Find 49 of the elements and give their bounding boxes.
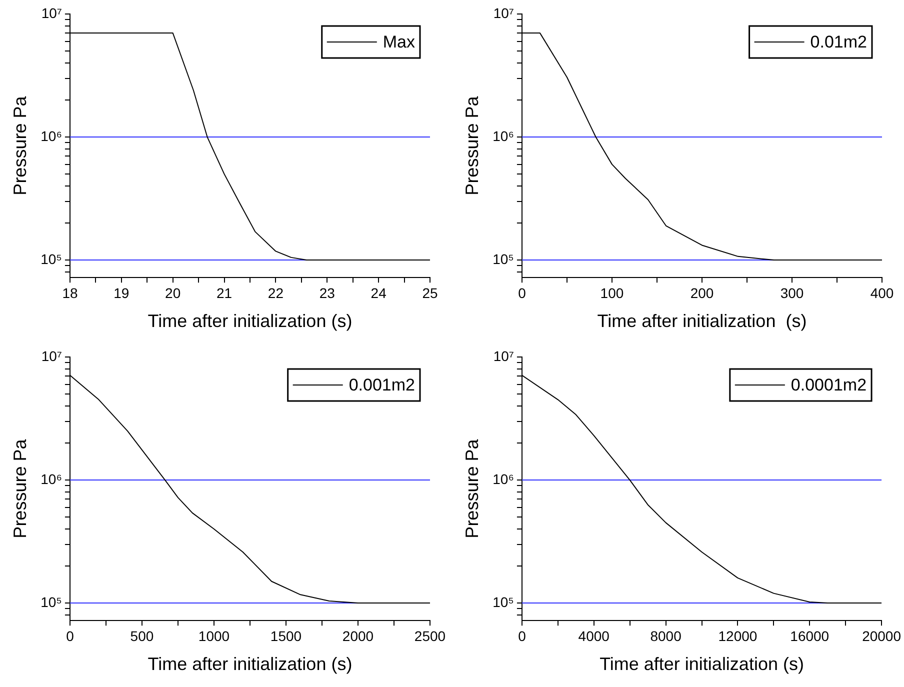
x-tick-label: 20000: [862, 628, 902, 644]
x-tick-label: 1000: [198, 628, 230, 644]
y-tick-label: 10⁶: [492, 128, 514, 144]
y-tick-label: 10⁵: [492, 594, 514, 610]
x-tick-label: 12000: [718, 628, 758, 644]
x-tick-label: 21: [216, 284, 232, 301]
x-tick-label: 2000: [342, 628, 374, 644]
x-tick-label: 300: [780, 284, 804, 301]
x-tick-label: 19: [114, 284, 130, 301]
y-tick-label: 10⁵: [40, 250, 62, 267]
x-tick-label: 100: [600, 284, 624, 301]
legend-label: Max: [382, 32, 416, 52]
x-tick-label: 0: [518, 284, 526, 301]
x-tick-label: 24: [370, 284, 387, 301]
y-tick-label: 10⁶: [40, 128, 62, 144]
x-tick-label: 0: [66, 628, 74, 644]
y-tick-label: 10⁷: [41, 4, 62, 21]
y-tick-label: 10⁷: [493, 4, 514, 21]
y-tick-label: 10⁵: [40, 594, 62, 610]
x-axis-title: Time after initialization (s): [600, 654, 804, 674]
x-tick-label: 22: [268, 284, 284, 301]
y-tick-label: 10⁷: [493, 348, 514, 364]
x-tick-label: 8000: [650, 628, 682, 644]
x-tick-label: 1500: [270, 628, 302, 644]
x-axis-title: Time after initialization (s): [148, 311, 352, 332]
x-tick-label: 18: [62, 284, 78, 301]
x-tick-label: 4000: [578, 628, 610, 644]
x-tick-label: 400: [870, 284, 894, 301]
y-axis-title: Pressure Pa: [10, 438, 30, 538]
y-tick-label: 10⁵: [492, 250, 514, 267]
y-tick-label: 10⁷: [41, 348, 62, 364]
x-tick-label: 200: [690, 284, 714, 301]
legend-label: 0.01m2: [810, 32, 867, 52]
y-axis-title: Pressure Pa: [10, 95, 30, 196]
x-axis-title: Time after initialization (s): [148, 654, 352, 674]
y-axis-title: Pressure Pa: [462, 95, 482, 196]
x-tick-label: 20: [165, 284, 181, 301]
x-tick-label: 2500: [414, 628, 446, 644]
y-tick-label: 10⁶: [492, 470, 514, 487]
x-tick-label: 23: [319, 284, 336, 301]
x-axis-title: Time after initialization (s): [597, 311, 807, 332]
x-tick-label: 500: [130, 628, 154, 644]
legend-label: 0.001m2: [348, 376, 416, 395]
y-tick-label: 10⁶: [40, 470, 62, 487]
x-tick-label: 0: [518, 628, 526, 644]
legend-label: 0.0001m2: [790, 376, 867, 395]
x-tick-label: 25: [422, 284, 438, 301]
x-tick-label: 16000: [790, 628, 830, 644]
y-axis-title: Pressure Pa: [462, 438, 482, 538]
